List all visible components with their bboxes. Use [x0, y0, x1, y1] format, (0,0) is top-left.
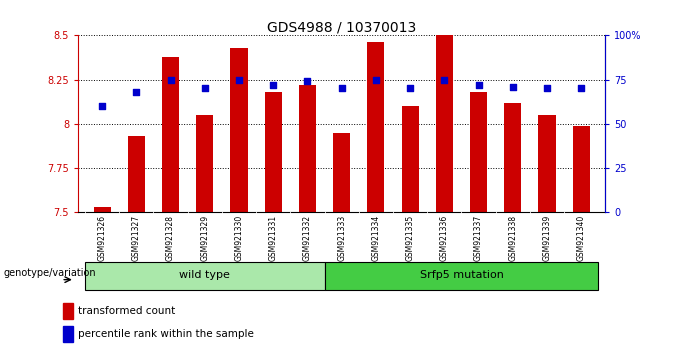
Text: GSM921337: GSM921337 — [474, 215, 483, 261]
Bar — [324, 262, 598, 290]
Text: GSM921330: GSM921330 — [235, 215, 243, 261]
Point — [234, 77, 245, 82]
Point — [199, 86, 210, 91]
Text: GSM921327: GSM921327 — [132, 215, 141, 261]
Title: GDS4988 / 10370013: GDS4988 / 10370013 — [267, 20, 416, 34]
Point — [97, 103, 107, 109]
Text: GSM921328: GSM921328 — [166, 215, 175, 261]
Point — [439, 77, 449, 82]
Point — [473, 82, 484, 88]
Text: GSM921333: GSM921333 — [337, 215, 346, 261]
Text: GSM921326: GSM921326 — [98, 215, 107, 261]
Bar — [505, 103, 522, 212]
Text: GSM921332: GSM921332 — [303, 215, 312, 261]
Text: genotype/variation: genotype/variation — [3, 268, 96, 278]
Text: percentile rank within the sample: percentile rank within the sample — [78, 329, 254, 339]
Bar — [265, 92, 282, 212]
Text: GSM921336: GSM921336 — [440, 215, 449, 261]
Text: GSM921335: GSM921335 — [406, 215, 415, 261]
Bar — [162, 57, 179, 212]
Bar — [333, 133, 350, 212]
Text: wild type: wild type — [180, 270, 231, 280]
Text: transformed count: transformed count — [78, 306, 175, 316]
Point — [131, 89, 142, 95]
Bar — [128, 136, 145, 212]
Bar — [539, 115, 556, 212]
Point — [541, 86, 552, 91]
Bar — [63, 303, 73, 319]
Point — [371, 77, 381, 82]
Text: GSM921329: GSM921329 — [201, 215, 209, 261]
Bar — [197, 115, 214, 212]
Point — [507, 84, 518, 90]
Bar — [231, 48, 248, 212]
Point — [165, 77, 176, 82]
Point — [302, 79, 313, 84]
Text: GSM921334: GSM921334 — [371, 215, 380, 261]
Bar — [63, 326, 73, 342]
Point — [576, 86, 587, 91]
Text: Srfp5 mutation: Srfp5 mutation — [420, 270, 503, 280]
Bar — [470, 92, 487, 212]
Text: GSM921331: GSM921331 — [269, 215, 277, 261]
Bar — [85, 262, 324, 290]
Text: GSM921340: GSM921340 — [577, 215, 585, 261]
Point — [337, 86, 347, 91]
Point — [268, 82, 279, 88]
Point — [405, 86, 415, 91]
Text: GSM921339: GSM921339 — [543, 215, 551, 261]
Bar — [94, 207, 111, 212]
Bar — [436, 35, 453, 212]
Bar — [299, 85, 316, 212]
Bar — [402, 106, 419, 212]
Text: GSM921338: GSM921338 — [509, 215, 517, 261]
Bar — [573, 126, 590, 212]
Bar — [367, 42, 384, 212]
